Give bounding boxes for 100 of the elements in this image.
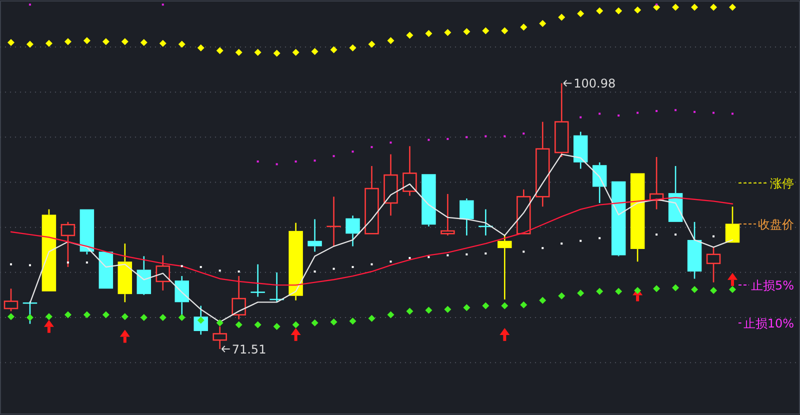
point	[235, 321, 242, 328]
point	[349, 44, 356, 52]
candlestick	[250, 264, 266, 298]
point	[577, 10, 584, 18]
point	[387, 37, 394, 44]
point	[691, 4, 698, 11]
point	[634, 6, 642, 14]
annotation: 100.98	[574, 76, 616, 91]
point	[672, 4, 680, 11]
candlestick	[460, 198, 474, 236]
candlestick	[384, 154, 398, 216]
point	[368, 40, 376, 48]
point	[406, 308, 414, 315]
point	[728, 272, 738, 280]
point	[501, 27, 508, 34]
point	[330, 46, 338, 54]
point	[368, 314, 376, 322]
text: 涨停	[770, 176, 794, 190]
point	[121, 313, 128, 320]
annotation: 71.51	[232, 342, 266, 356]
point	[26, 314, 34, 322]
point	[44, 320, 54, 327]
point	[520, 24, 528, 31]
point	[254, 48, 262, 56]
candlestick	[346, 214, 360, 247]
point	[64, 38, 72, 46]
point	[292, 48, 300, 56]
point	[653, 4, 660, 11]
candlestick	[326, 196, 342, 247]
point	[273, 50, 280, 57]
candlestick	[232, 275, 246, 320]
point	[178, 40, 186, 48]
point	[520, 301, 528, 308]
point	[311, 319, 318, 326]
point	[729, 4, 736, 11]
point	[120, 330, 130, 337]
point	[140, 38, 148, 46]
candlestick	[402, 146, 417, 196]
point	[710, 4, 718, 11]
point	[558, 14, 566, 21]
point	[121, 38, 128, 46]
point	[159, 40, 166, 47]
candlestick	[156, 254, 170, 292]
point	[577, 290, 584, 297]
point	[292, 321, 300, 328]
text: 收盘价	[758, 218, 794, 232]
candlestick	[573, 131, 588, 170]
point	[83, 311, 90, 318]
point	[102, 38, 110, 46]
candlestick	[308, 218, 322, 252]
point	[500, 328, 510, 335]
point	[444, 29, 452, 36]
point	[691, 286, 698, 294]
point	[539, 20, 546, 28]
point	[558, 292, 566, 300]
point	[26, 40, 34, 48]
point	[216, 47, 224, 54]
point	[596, 7, 604, 14]
point	[178, 314, 186, 322]
point	[7, 38, 14, 46]
point	[653, 285, 660, 292]
point	[463, 304, 470, 312]
point	[273, 323, 280, 330]
point	[406, 32, 414, 39]
point	[330, 318, 338, 326]
point	[501, 302, 508, 310]
point	[387, 311, 394, 318]
point	[235, 48, 242, 56]
point	[311, 48, 318, 55]
point	[729, 286, 736, 294]
point	[710, 286, 718, 294]
point	[482, 302, 490, 310]
point	[83, 37, 90, 44]
point	[45, 313, 52, 320]
point	[672, 284, 680, 292]
point	[349, 318, 356, 325]
point	[425, 30, 432, 37]
candlestick	[288, 222, 303, 302]
point	[197, 44, 204, 52]
text: 止损5%	[750, 278, 794, 292]
point	[290, 328, 301, 335]
point	[159, 314, 166, 322]
point	[216, 319, 224, 326]
point	[539, 296, 546, 304]
point	[254, 321, 262, 328]
point	[425, 306, 432, 314]
point	[596, 288, 604, 295]
point	[45, 40, 52, 47]
point	[7, 313, 14, 320]
point	[482, 27, 490, 34]
candlestick	[536, 121, 550, 208]
point	[444, 306, 452, 313]
point	[463, 28, 470, 36]
point	[615, 7, 622, 14]
point	[615, 288, 622, 295]
point	[102, 311, 110, 318]
candlestick	[478, 208, 494, 236]
point	[140, 314, 148, 322]
text: 止损10%	[743, 316, 794, 330]
point	[64, 311, 72, 318]
